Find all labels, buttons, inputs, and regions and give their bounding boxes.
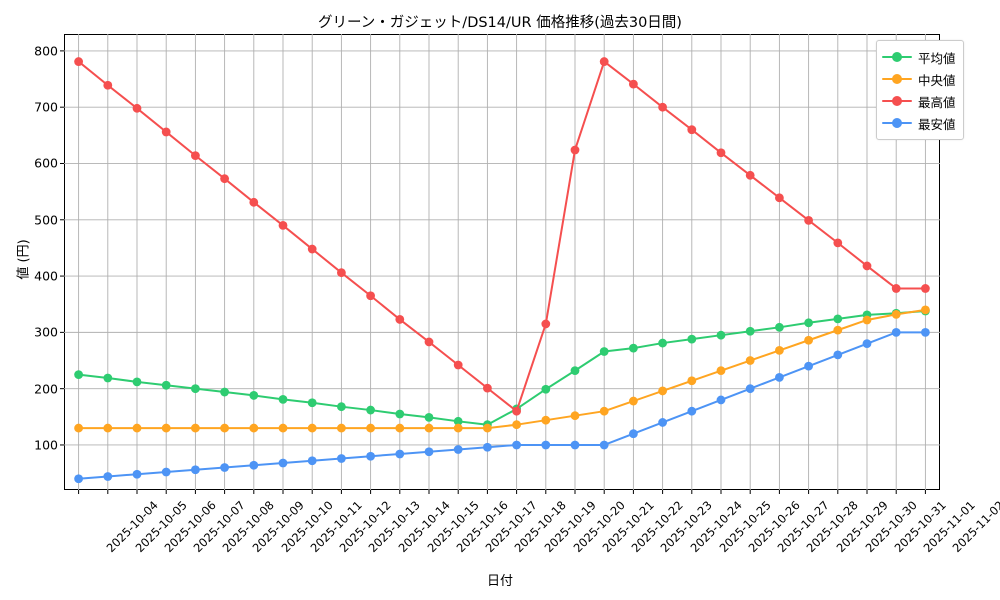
- legend-item-1[interactable]: 平均値: [882, 46, 956, 68]
- legend-dot-icon: [892, 118, 902, 128]
- legend-swatch-icon: [882, 72, 912, 86]
- legend-item-4[interactable]: 最安値: [882, 112, 956, 134]
- y-axis-tick-labels: 100 200 300 400 500 600 700 800: [6, 0, 58, 600]
- x-axis-label: 日付: [486, 574, 513, 589]
- legend-label: 最安値: [918, 116, 956, 132]
- y-tick-label: 700: [34, 99, 58, 115]
- chart-title: グリーン・ガジェット/DS14/UR 価格推移(過去30日間): [318, 15, 682, 31]
- legend-item-2[interactable]: 中央値: [882, 68, 956, 90]
- legend-item-3[interactable]: 最高値: [882, 90, 956, 112]
- legend-label: 平均値: [918, 50, 956, 66]
- legend-dot-icon: [892, 74, 902, 84]
- y-tick-label: 800: [34, 43, 58, 59]
- legend-label: 中央値: [918, 72, 956, 88]
- y-tick-label: 100: [34, 437, 58, 453]
- chart-legend: 平均値中央値最高値最安値: [876, 40, 964, 140]
- legend-swatch-icon: [882, 116, 912, 130]
- legend-swatch-icon: [882, 50, 912, 64]
- y-tick-label: 600: [34, 155, 58, 171]
- y-tick-label: 300: [34, 324, 58, 340]
- y-tick-label: 400: [34, 268, 58, 284]
- y-tick-label: 500: [34, 212, 58, 228]
- legend-swatch-icon: [882, 94, 912, 108]
- legend-dot-icon: [892, 52, 902, 62]
- y-tick-label: 200: [34, 381, 58, 397]
- legend-dot-icon: [892, 96, 902, 106]
- legend-label: 最高値: [918, 94, 956, 110]
